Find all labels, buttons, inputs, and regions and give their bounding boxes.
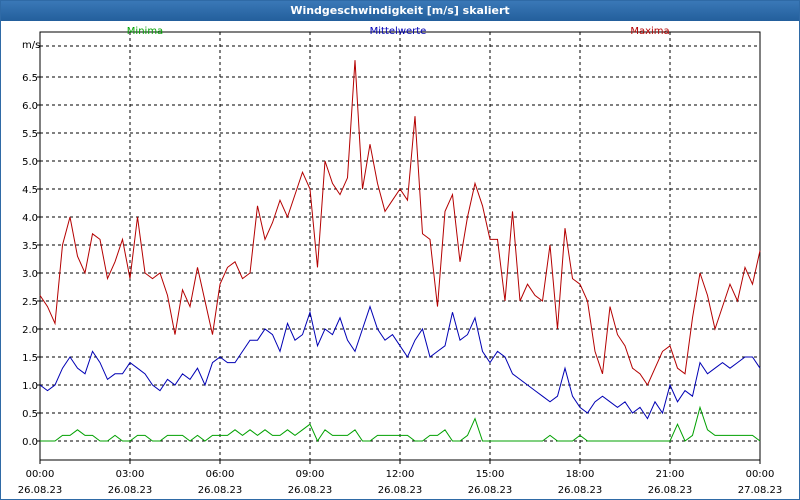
x-tick-time: 00:00 xyxy=(26,469,55,480)
legend-mittelwerte: Mittelwerte xyxy=(370,26,427,37)
x-tick-time: 15:00 xyxy=(476,469,505,480)
y-tick-label: 6.0 xyxy=(22,101,38,112)
chart-axes xyxy=(39,31,761,461)
x-tick-date: 26.08.23 xyxy=(198,485,243,496)
legend-minima: Minima xyxy=(127,26,163,37)
y-tick-label: 2.5 xyxy=(22,297,38,308)
y-tick-label: 2.0 xyxy=(22,325,38,336)
x-tick-date: 26.08.23 xyxy=(648,485,693,496)
y-tick-label: 4.5 xyxy=(22,185,38,196)
y-tick-label: 1.5 xyxy=(22,353,38,364)
x-tick-time: 12:00 xyxy=(386,469,415,480)
x-tick-date: 26.08.23 xyxy=(468,485,513,496)
x-tick-time: 06:00 xyxy=(206,469,235,480)
y-tick-label: 0.5 xyxy=(22,409,38,420)
y-tick-label: 5.5 xyxy=(22,129,38,140)
x-tick-date: 26.08.23 xyxy=(18,485,63,496)
x-tick-time: 03:00 xyxy=(116,469,145,480)
x-tick-time: 09:00 xyxy=(296,469,325,480)
y-tick-label: 1.0 xyxy=(22,381,38,392)
chart-legend: Minima Mittelwerte Maxima xyxy=(127,26,670,37)
series-line-mittelwerte xyxy=(39,305,761,420)
y-tick-label: 5.0 xyxy=(22,157,38,168)
series-line-minima xyxy=(40,405,761,443)
y-tick-label: 3.5 xyxy=(22,241,38,252)
y-tick-label: 6.5 xyxy=(22,73,38,84)
x-tick-date: 27.08.23 xyxy=(738,485,783,496)
x-tick-date: 26.08.23 xyxy=(558,485,603,496)
legend-maxima: Maxima xyxy=(630,26,669,37)
series-lines xyxy=(39,60,761,443)
y-axis-unit-label: m/s xyxy=(22,40,40,51)
x-tick-date: 26.08.23 xyxy=(108,485,153,496)
x-tick-time: 00:00 xyxy=(746,469,775,480)
chart-grid xyxy=(40,32,760,460)
x-tick-date: 26.08.23 xyxy=(288,485,333,496)
plot-frame xyxy=(39,31,761,461)
y-axis-ticks: 0.0 0.5 1.0 1.5 2.0 2.5 3.0 3.5 4.0 4.5 5.0 5.5 6.0 6… xyxy=(22,73,40,448)
window-title: Windgeschwindigkeit [m/s] skaliert xyxy=(1,1,799,21)
x-tick-time: 21:00 xyxy=(656,469,685,480)
y-tick-label: 0.0 xyxy=(22,437,38,448)
x-axis-ticks: 00:00 26.08.23 03:00 26.08.23 06:00 26.08.23 0… xyxy=(18,460,783,496)
y-tick-label: 4.0 xyxy=(22,213,38,224)
series-line-maxima xyxy=(39,60,761,387)
y-tick-label: 3.0 xyxy=(22,269,38,280)
x-tick-date: 26.08.23 xyxy=(378,485,423,496)
x-tick-time: 18:00 xyxy=(566,469,595,480)
